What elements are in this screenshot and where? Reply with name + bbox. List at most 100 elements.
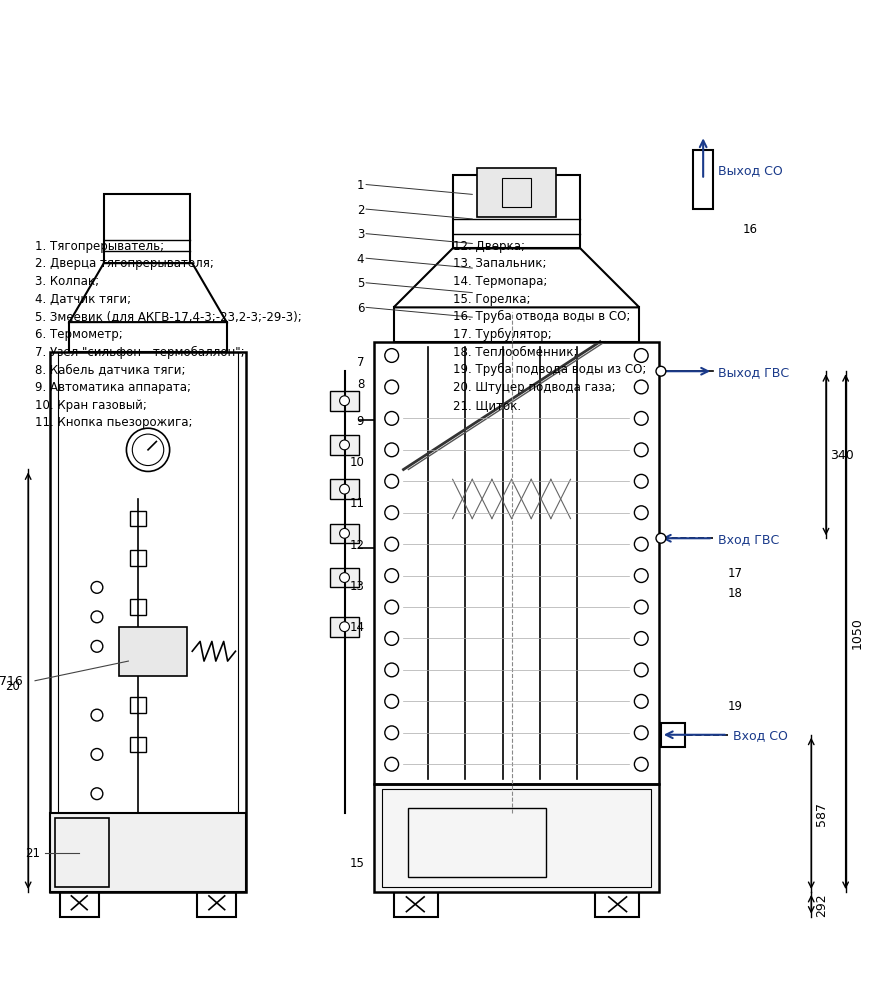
Text: 20. Штуцер подвода газа;: 20. Штуцер подвода газа; — [453, 381, 615, 394]
Bar — [197, 892, 236, 916]
Circle shape — [91, 748, 103, 760]
Circle shape — [634, 349, 648, 363]
Bar — [409, 809, 546, 878]
Text: 587: 587 — [815, 801, 828, 826]
Bar — [394, 308, 640, 342]
Bar — [595, 892, 640, 916]
Text: 21. Щиток.: 21. Щиток. — [453, 399, 521, 412]
Bar — [478, 169, 556, 218]
Text: 6. Термометр;: 6. Термометр; — [35, 328, 122, 341]
Bar — [104, 195, 190, 263]
Circle shape — [385, 600, 398, 614]
Circle shape — [385, 663, 398, 677]
Bar — [57, 352, 239, 892]
Bar — [119, 627, 188, 676]
Text: 15: 15 — [349, 856, 364, 869]
Bar — [693, 151, 713, 210]
Circle shape — [634, 663, 648, 677]
Circle shape — [91, 788, 103, 800]
Circle shape — [634, 600, 648, 614]
Text: 20: 20 — [5, 680, 20, 693]
Text: 3. Колпак;: 3. Колпак; — [35, 274, 100, 287]
Text: 21: 21 — [25, 846, 40, 859]
Text: 1: 1 — [357, 179, 364, 192]
Bar — [329, 480, 359, 499]
Circle shape — [634, 727, 648, 740]
Text: 11: 11 — [349, 497, 364, 510]
Circle shape — [339, 397, 350, 407]
Text: 12. Дверка;: 12. Дверка; — [453, 240, 524, 252]
Circle shape — [91, 641, 103, 653]
Bar — [453, 176, 581, 249]
Text: 3: 3 — [357, 228, 364, 241]
Circle shape — [91, 581, 103, 593]
Circle shape — [656, 367, 666, 377]
Bar — [130, 599, 146, 615]
Text: 2: 2 — [357, 204, 364, 217]
Bar — [130, 698, 146, 714]
Text: 16. Труба отвода воды в СО;: 16. Труба отвода воды в СО; — [453, 310, 630, 323]
Bar — [329, 524, 359, 544]
Text: 4: 4 — [357, 252, 364, 265]
Circle shape — [634, 632, 648, 646]
Circle shape — [385, 695, 398, 709]
Circle shape — [385, 413, 398, 425]
Circle shape — [91, 710, 103, 722]
Circle shape — [385, 757, 398, 771]
Text: 8. Кабель датчика тяги;: 8. Кабель датчика тяги; — [35, 363, 186, 376]
Circle shape — [385, 475, 398, 489]
Circle shape — [385, 727, 398, 740]
Text: 9: 9 — [357, 414, 364, 427]
Polygon shape — [394, 249, 640, 308]
Text: 13. Запальник;: 13. Запальник; — [453, 257, 546, 270]
Circle shape — [339, 529, 350, 539]
Text: 5: 5 — [357, 277, 364, 290]
Circle shape — [132, 434, 164, 466]
Bar — [374, 784, 659, 892]
Circle shape — [385, 632, 398, 646]
Circle shape — [385, 506, 398, 520]
Bar — [55, 818, 108, 888]
Text: 4. Датчик тяги;: 4. Датчик тяги; — [35, 292, 131, 305]
Bar — [661, 724, 685, 746]
Circle shape — [634, 381, 648, 395]
Bar — [130, 551, 146, 567]
Circle shape — [91, 611, 103, 623]
Text: 17: 17 — [728, 567, 743, 580]
Circle shape — [339, 485, 350, 495]
Text: 10: 10 — [349, 455, 364, 468]
Circle shape — [385, 538, 398, 552]
Bar — [381, 789, 651, 888]
Text: 11. Кнопка пьезорожига;: 11. Кнопка пьезорожига; — [35, 416, 193, 429]
Bar — [329, 617, 359, 637]
Circle shape — [634, 475, 648, 489]
Circle shape — [656, 534, 666, 544]
Circle shape — [385, 443, 398, 457]
Text: Вход СО: Вход СО — [733, 729, 788, 742]
Text: 15. Горелка;: 15. Горелка; — [453, 292, 530, 305]
Text: 1. Тягопрерыватель;: 1. Тягопрерыватель; — [35, 240, 164, 252]
Bar — [329, 435, 359, 455]
Text: 8: 8 — [357, 377, 364, 390]
Circle shape — [385, 381, 398, 395]
Text: 5. Змеевик (для АКГВ-17,4-3;-23,2-3;-29-3);: 5. Змеевик (для АКГВ-17,4-3;-23,2-3;-29-… — [35, 310, 302, 323]
Polygon shape — [70, 263, 226, 323]
Text: 14: 14 — [349, 620, 364, 633]
Text: Выход СО: Выход СО — [718, 164, 782, 177]
Text: 12: 12 — [349, 538, 364, 551]
Bar — [329, 392, 359, 412]
Bar — [60, 892, 99, 916]
Circle shape — [385, 570, 398, 582]
Circle shape — [126, 428, 170, 472]
Bar — [374, 342, 659, 784]
Text: 9. Автоматика аппарата;: 9. Автоматика аппарата; — [35, 381, 191, 394]
Bar — [130, 649, 146, 664]
Circle shape — [634, 506, 648, 520]
Circle shape — [634, 443, 648, 457]
Text: 1050: 1050 — [850, 616, 863, 648]
Circle shape — [634, 757, 648, 771]
Text: 17. Турбулятор;: 17. Турбулятор; — [453, 328, 552, 341]
Text: 18: 18 — [728, 586, 743, 599]
Circle shape — [634, 695, 648, 709]
Text: 16: 16 — [743, 223, 758, 236]
